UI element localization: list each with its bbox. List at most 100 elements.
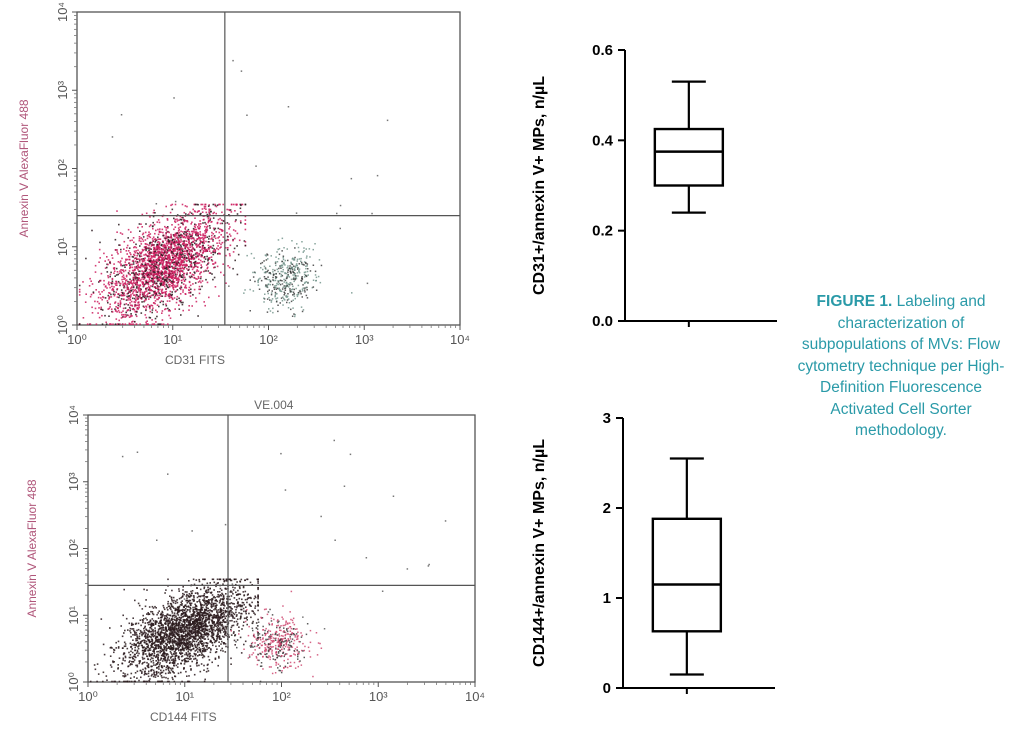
event-dot <box>235 612 237 614</box>
event-dot <box>149 243 151 245</box>
event-dot <box>194 264 196 266</box>
event-dot <box>113 291 115 293</box>
event-dot <box>171 240 173 242</box>
event-dot <box>284 264 286 266</box>
event-dot <box>237 624 239 626</box>
event-dot <box>280 276 282 278</box>
event-dot <box>271 301 273 303</box>
event-dot <box>295 275 297 277</box>
event-dot <box>240 581 242 583</box>
event-dot <box>183 278 185 280</box>
event-dot <box>225 588 227 590</box>
event-dot <box>130 654 132 656</box>
event-dot <box>107 264 109 266</box>
event-dot <box>140 670 142 672</box>
event-dot <box>255 165 256 167</box>
event-dot <box>230 209 232 211</box>
event-dot <box>245 241 247 243</box>
event-dot <box>108 277 110 279</box>
event-dot <box>111 681 113 683</box>
event-dot <box>121 294 123 296</box>
event-dot <box>123 293 125 295</box>
event-dot <box>216 248 218 250</box>
event-dot <box>143 266 145 268</box>
event-dot <box>162 229 164 231</box>
event-dot <box>208 629 210 631</box>
event-dot <box>208 205 210 207</box>
event-dot <box>145 305 147 307</box>
event-dot <box>123 271 125 273</box>
event-dot <box>207 230 209 232</box>
event-dot <box>167 245 169 247</box>
event-dot <box>209 272 211 274</box>
event-dot <box>232 60 234 62</box>
event-dot <box>178 673 180 675</box>
event-dot <box>130 664 132 666</box>
event-dot <box>188 266 190 268</box>
event-dot <box>212 279 214 281</box>
event-dot <box>245 219 247 221</box>
event-dot <box>196 244 198 246</box>
event-dot <box>153 635 155 637</box>
event-dot <box>202 237 204 239</box>
event-dot <box>115 306 117 308</box>
event-dot <box>190 591 192 593</box>
event-dot <box>196 271 198 273</box>
event-dot <box>137 261 139 263</box>
event-dot <box>214 625 216 627</box>
event-dot <box>170 291 172 293</box>
event-dot <box>106 256 108 258</box>
event-dot <box>180 239 182 241</box>
event-dot <box>151 257 153 259</box>
event-dot <box>139 323 141 325</box>
event-dot <box>198 259 200 261</box>
event-dot <box>195 605 197 607</box>
event-dot <box>218 249 220 251</box>
event-dot <box>288 307 290 309</box>
event-dot <box>229 267 231 269</box>
event-dot <box>135 638 137 640</box>
event-dot <box>137 305 139 307</box>
event-dot <box>163 244 165 246</box>
event-dot <box>166 639 168 641</box>
event-dot <box>138 296 140 298</box>
event-dot <box>255 605 257 607</box>
event-dot <box>131 305 133 307</box>
event-dot <box>221 625 223 627</box>
event-dot <box>173 97 175 99</box>
event-dot <box>227 249 229 251</box>
event-dot <box>154 653 156 655</box>
event-dot <box>306 289 308 291</box>
event-dot <box>139 236 141 238</box>
event-dot <box>199 620 201 622</box>
event-dot <box>146 213 148 215</box>
event-dot <box>168 254 170 256</box>
event-dot <box>185 243 187 245</box>
event-dot <box>196 269 198 271</box>
event-dot <box>137 651 139 653</box>
event-dot <box>161 283 163 285</box>
event-dot <box>103 284 105 286</box>
event-dot <box>161 252 163 254</box>
event-dot <box>226 607 228 609</box>
event-dot <box>101 299 103 301</box>
event-dot <box>152 274 154 276</box>
event-dot <box>154 296 156 298</box>
event-dot <box>197 234 199 236</box>
event-dot <box>155 266 157 268</box>
event-dot <box>263 260 265 262</box>
event-dot <box>125 307 127 309</box>
event-dot <box>124 316 126 318</box>
event-dot <box>164 656 166 658</box>
event-dot <box>247 594 249 596</box>
event-dot <box>233 229 235 231</box>
event-dot <box>219 228 221 230</box>
event-dot <box>222 601 224 603</box>
event-dot <box>186 236 188 238</box>
event-dot <box>245 204 247 206</box>
event-dot <box>116 311 118 313</box>
event-dot <box>144 284 146 286</box>
event-dot <box>158 666 160 668</box>
event-dot <box>190 665 192 667</box>
event-dot <box>202 650 204 652</box>
